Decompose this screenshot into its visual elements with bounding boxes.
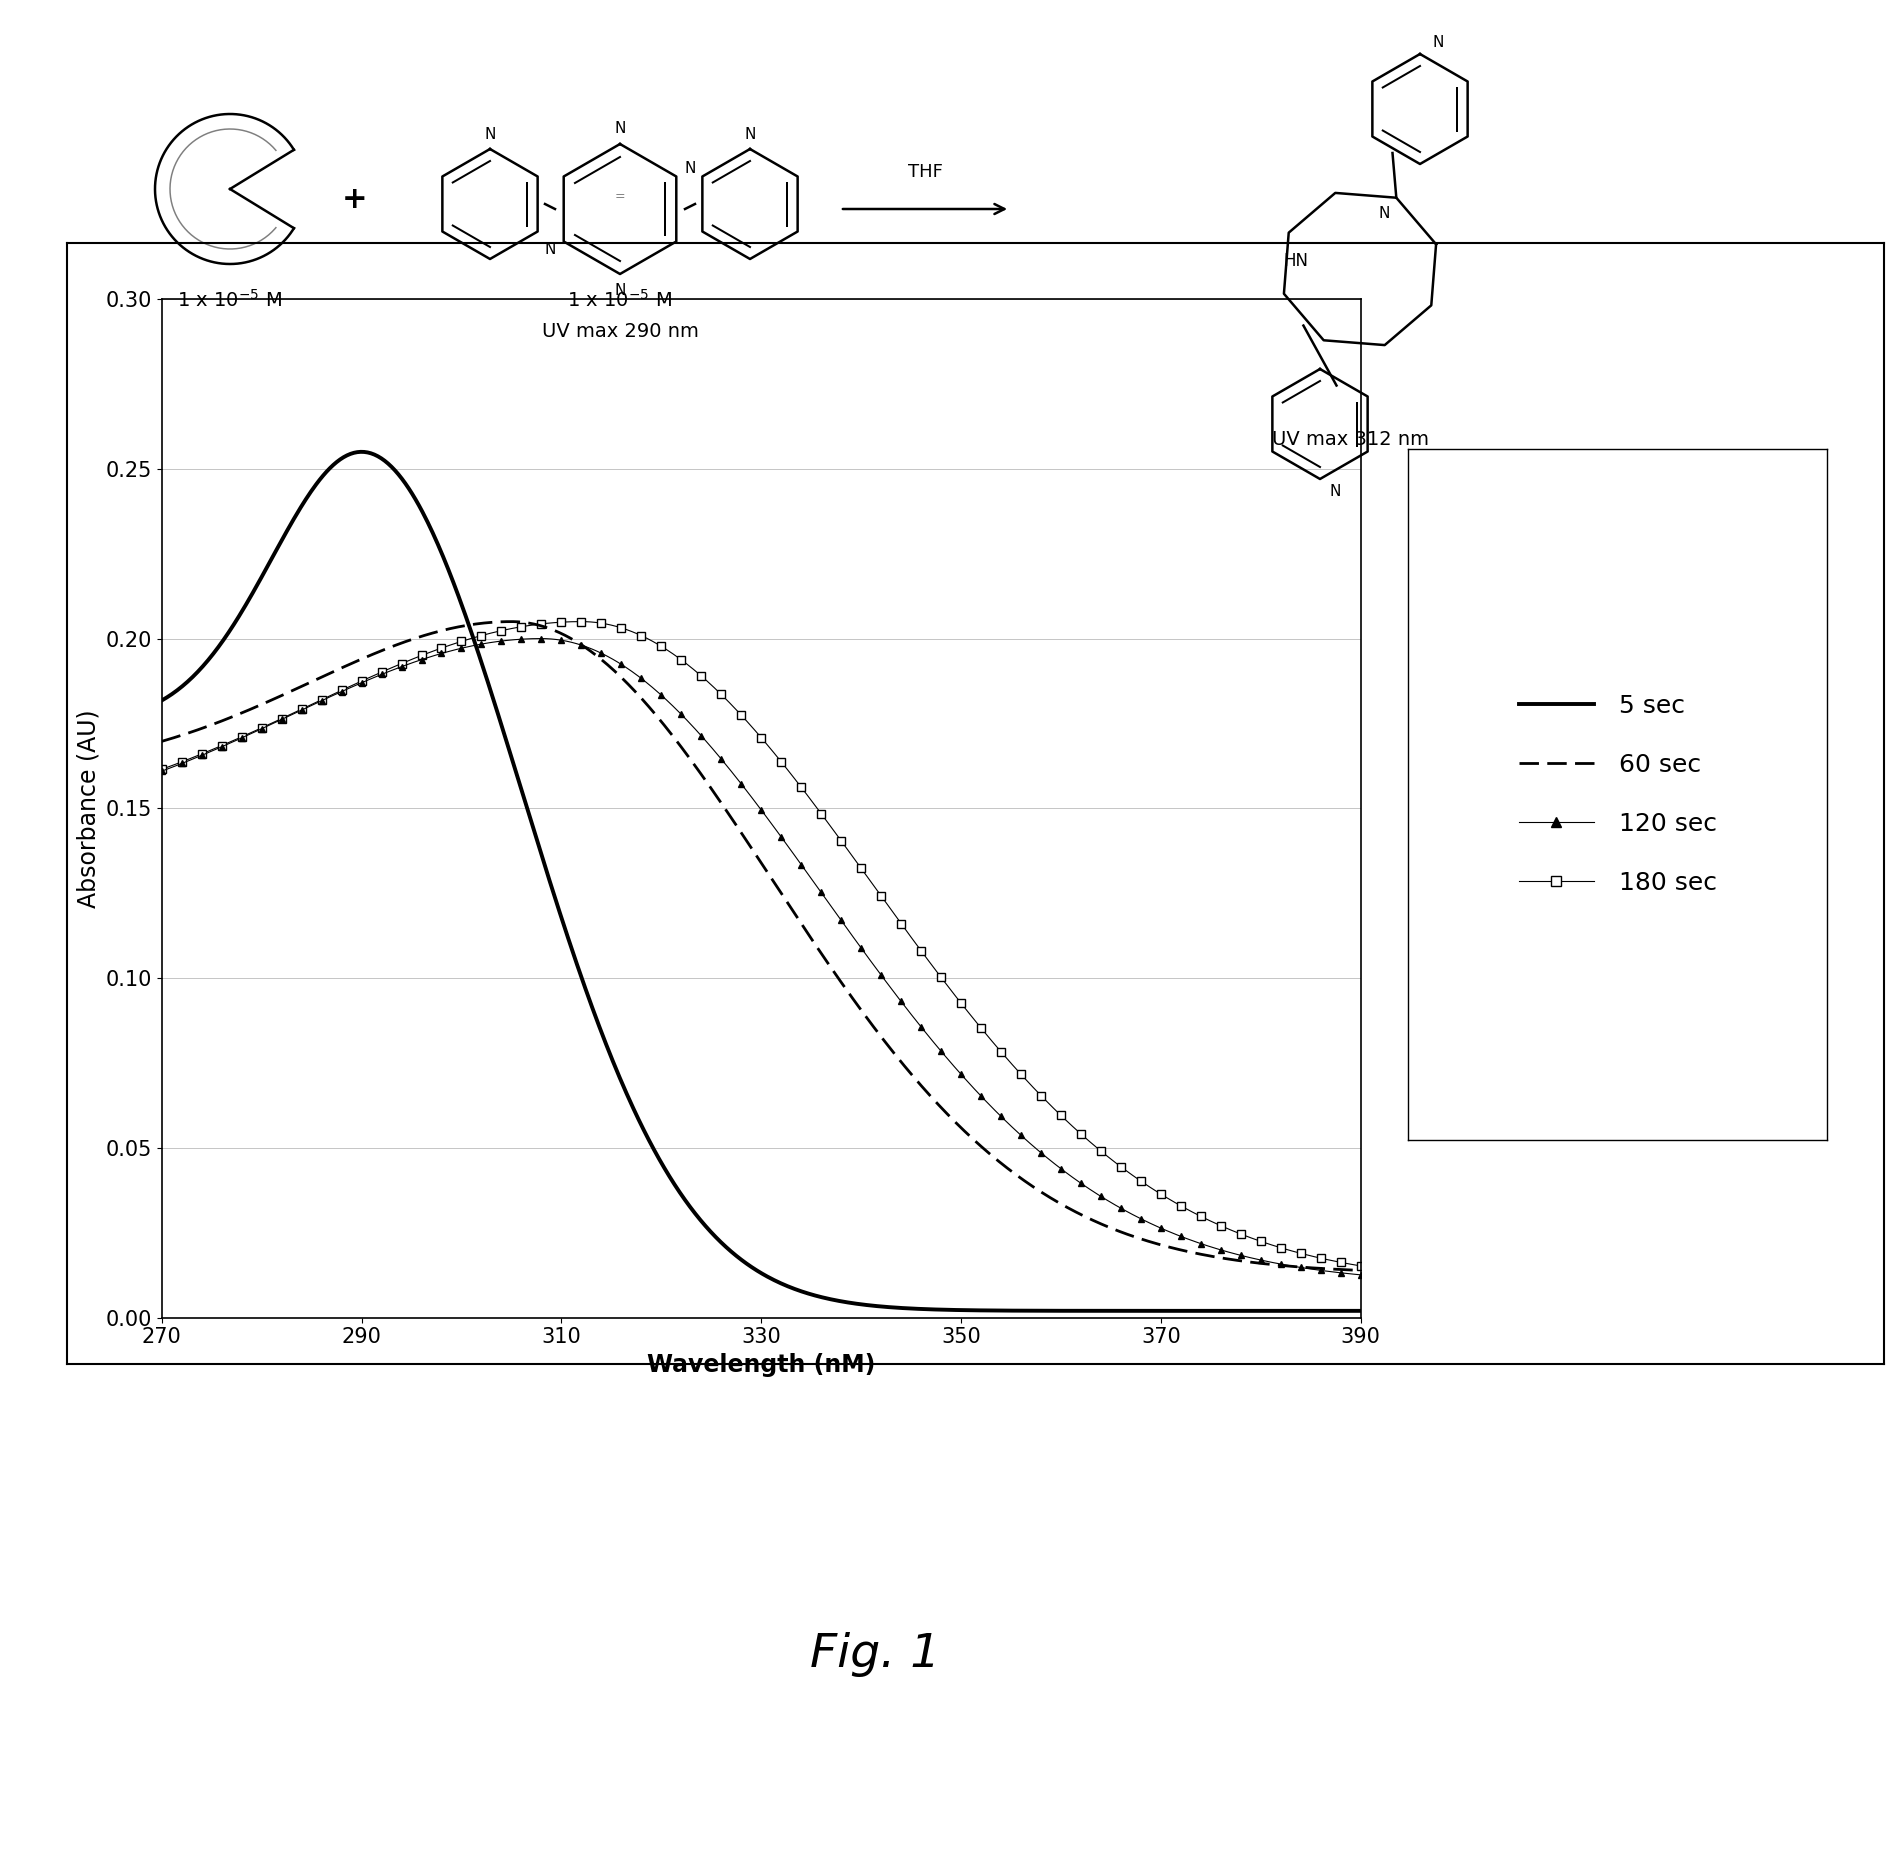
Text: N: N [744, 127, 755, 142]
Text: UV max 290 nm: UV max 290 nm [542, 321, 698, 340]
Text: 1 x 10$^{-5}$ M: 1 x 10$^{-5}$ M [567, 290, 672, 310]
Text: N: N [1378, 206, 1389, 221]
Text: N: N [544, 241, 556, 258]
Text: N: N [1433, 34, 1444, 49]
Legend: 5 sec, 60 sec, 120 sec, 180 sec: 5 sec, 60 sec, 120 sec, 180 sec [1488, 663, 1747, 925]
Text: 1 x 10$^{-5}$ M: 1 x 10$^{-5}$ M [177, 290, 282, 310]
X-axis label: Wavelength (nM): Wavelength (nM) [647, 1353, 875, 1377]
Text: HN: HN [1283, 252, 1309, 269]
Y-axis label: Absorbance (AU): Absorbance (AU) [76, 708, 101, 908]
Text: +: + [343, 185, 367, 213]
Text: Fig. 1: Fig. 1 [811, 1632, 940, 1676]
Text: THF: THF [908, 163, 942, 181]
Text: N: N [483, 127, 495, 142]
Text: N: N [685, 161, 696, 176]
Text: N: N [1330, 484, 1342, 499]
Text: N: N [615, 120, 626, 135]
Text: =: = [615, 191, 626, 204]
Text: N: N [615, 282, 626, 297]
Text: UV max 312 nm: UV max 312 nm [1271, 430, 1429, 449]
